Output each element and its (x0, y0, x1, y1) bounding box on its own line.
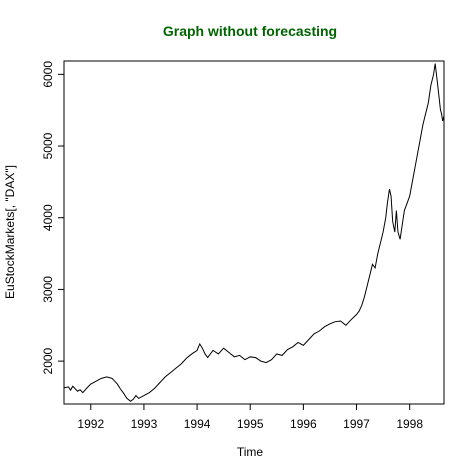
y-tick-label: 4000 (41, 204, 55, 231)
x-tick-label: 1994 (184, 417, 211, 431)
plot-area-border (63, 60, 445, 405)
y-axis: 2000 3000 4000 5000 6000 (41, 61, 64, 374)
x-tick-label: 1996 (290, 417, 317, 431)
chart-title: Graph without forecasting (163, 23, 337, 39)
y-axis-title: EuStockMarkets[, "DAX"] (3, 165, 17, 299)
x-tick-label: 1992 (77, 417, 104, 431)
x-tick-label: 1998 (396, 417, 423, 431)
x-tick-label: 1995 (237, 417, 264, 431)
dax-series-line (64, 63, 445, 402)
y-tick-label: 5000 (41, 132, 55, 159)
x-axis-title: Time (237, 445, 264, 459)
x-tick-label: 1993 (131, 417, 158, 431)
y-tick-label: 3000 (41, 276, 55, 303)
x-tick-label: 1997 (343, 417, 370, 431)
y-tick-label: 2000 (41, 347, 55, 374)
y-tick-label: 6000 (41, 61, 55, 88)
x-axis: 1992 1993 1994 1995 1996 1997 1998 (77, 404, 423, 431)
